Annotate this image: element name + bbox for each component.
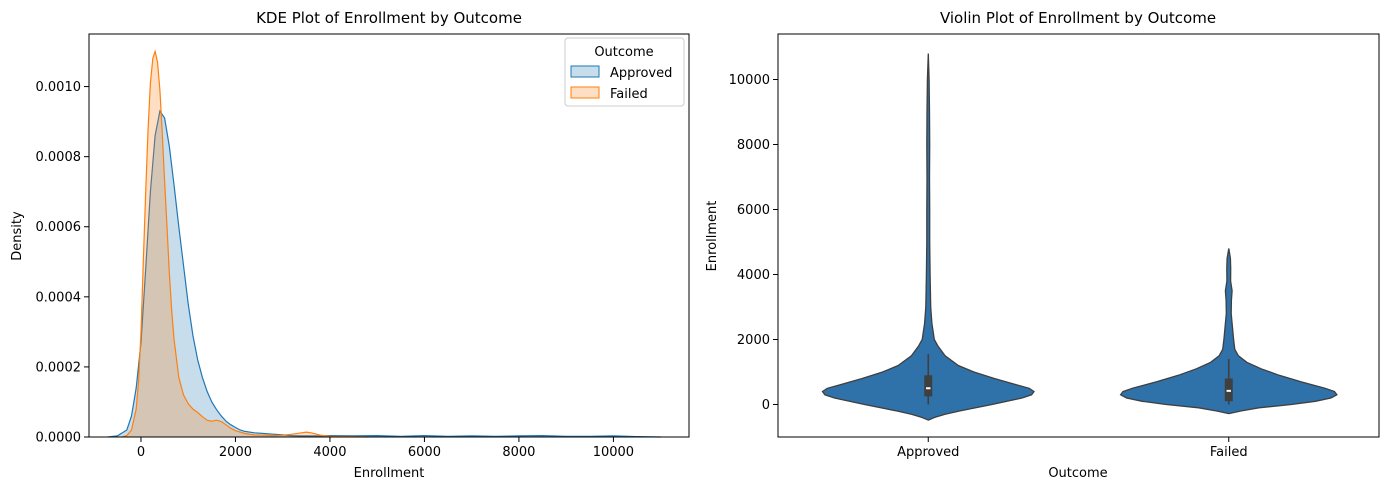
violin-x-tick-label: Failed [1210,445,1248,460]
kde-x-tick-label: 4000 [313,445,346,460]
kde-x-tick-label: 0 [137,445,145,460]
violin-body-approved [821,53,1035,421]
legend-swatch-failed [570,86,600,99]
kde-y-tick-label: 0.0006 [36,220,82,235]
legend-label-failed: Failed [610,87,648,102]
kde-y-axis: 0.0000 0.0002 0.0004 0.0006 0.0008 0.0010 [36,80,89,446]
violin-y-axis: 0 2000 4000 6000 8000 10000 [729,73,778,413]
kde-x-axis-label: Enrollment [354,466,425,481]
violin-y-tick-label: 6000 [737,203,770,218]
violin-x-axis-label: Outcome [1048,466,1107,481]
kde-x-tick-label: 2000 [219,445,252,460]
kde-plot-area [107,49,661,438]
kde-y-tick-label: 0.0000 [36,431,82,446]
kde-axes-frame [88,33,690,438]
violin-y-tick-label: 2000 [737,333,770,348]
kde-title: KDE Plot of Enrollment by Outcome [256,9,522,27]
violin-y-tick-label: 8000 [737,138,770,153]
legend-swatch-approved [570,65,600,78]
kde-x-axis: 0 2000 4000 6000 8000 10000 [137,437,634,460]
violin-body-failed [1119,248,1338,415]
kde-y-tick-label: 0.0010 [36,80,82,95]
violin-x-tick-label: Approved [897,445,959,460]
legend-frame [564,37,685,107]
violin-plot-area [821,53,1338,421]
violin-iqr-box-approved [924,375,933,397]
kde-area-failed [122,51,368,437]
kde-line-approved [107,109,661,438]
violin-y-tick-label: 4000 [737,268,770,283]
kde-y-tick-label: 0.0004 [36,290,82,305]
legend-title: Outcome [594,45,653,60]
violin-y-axis-label: Enrollment [705,201,720,272]
kde-y-tick-label: 0.0008 [36,150,82,165]
kde-legend: Outcome Approved Failed [564,37,685,107]
violin-axes-frame [777,33,1380,438]
kde-x-tick-label: 8000 [502,445,535,460]
kde-y-axis-label: Density [10,211,25,261]
violin-panel: Violin Plot of Enrollment by Outcome App… [705,9,1380,481]
violin-title: Violin Plot of Enrollment by Outcome [940,9,1216,27]
violin-y-tick-label: 10000 [729,73,770,88]
kde-panel: KDE Plot of Enrollment by Outcome 0 2000 4… [10,9,690,481]
kde-x-tick-label: 6000 [408,445,441,460]
violin-y-tick-label: 0 [762,398,770,413]
kde-line-failed [121,49,368,438]
legend-label-approved: Approved [610,66,672,81]
kde-x-tick-label: 10000 [593,445,634,460]
violin-x-axis: Approved Failed [897,437,1248,460]
kde-y-tick-label: 0.0002 [36,360,82,375]
